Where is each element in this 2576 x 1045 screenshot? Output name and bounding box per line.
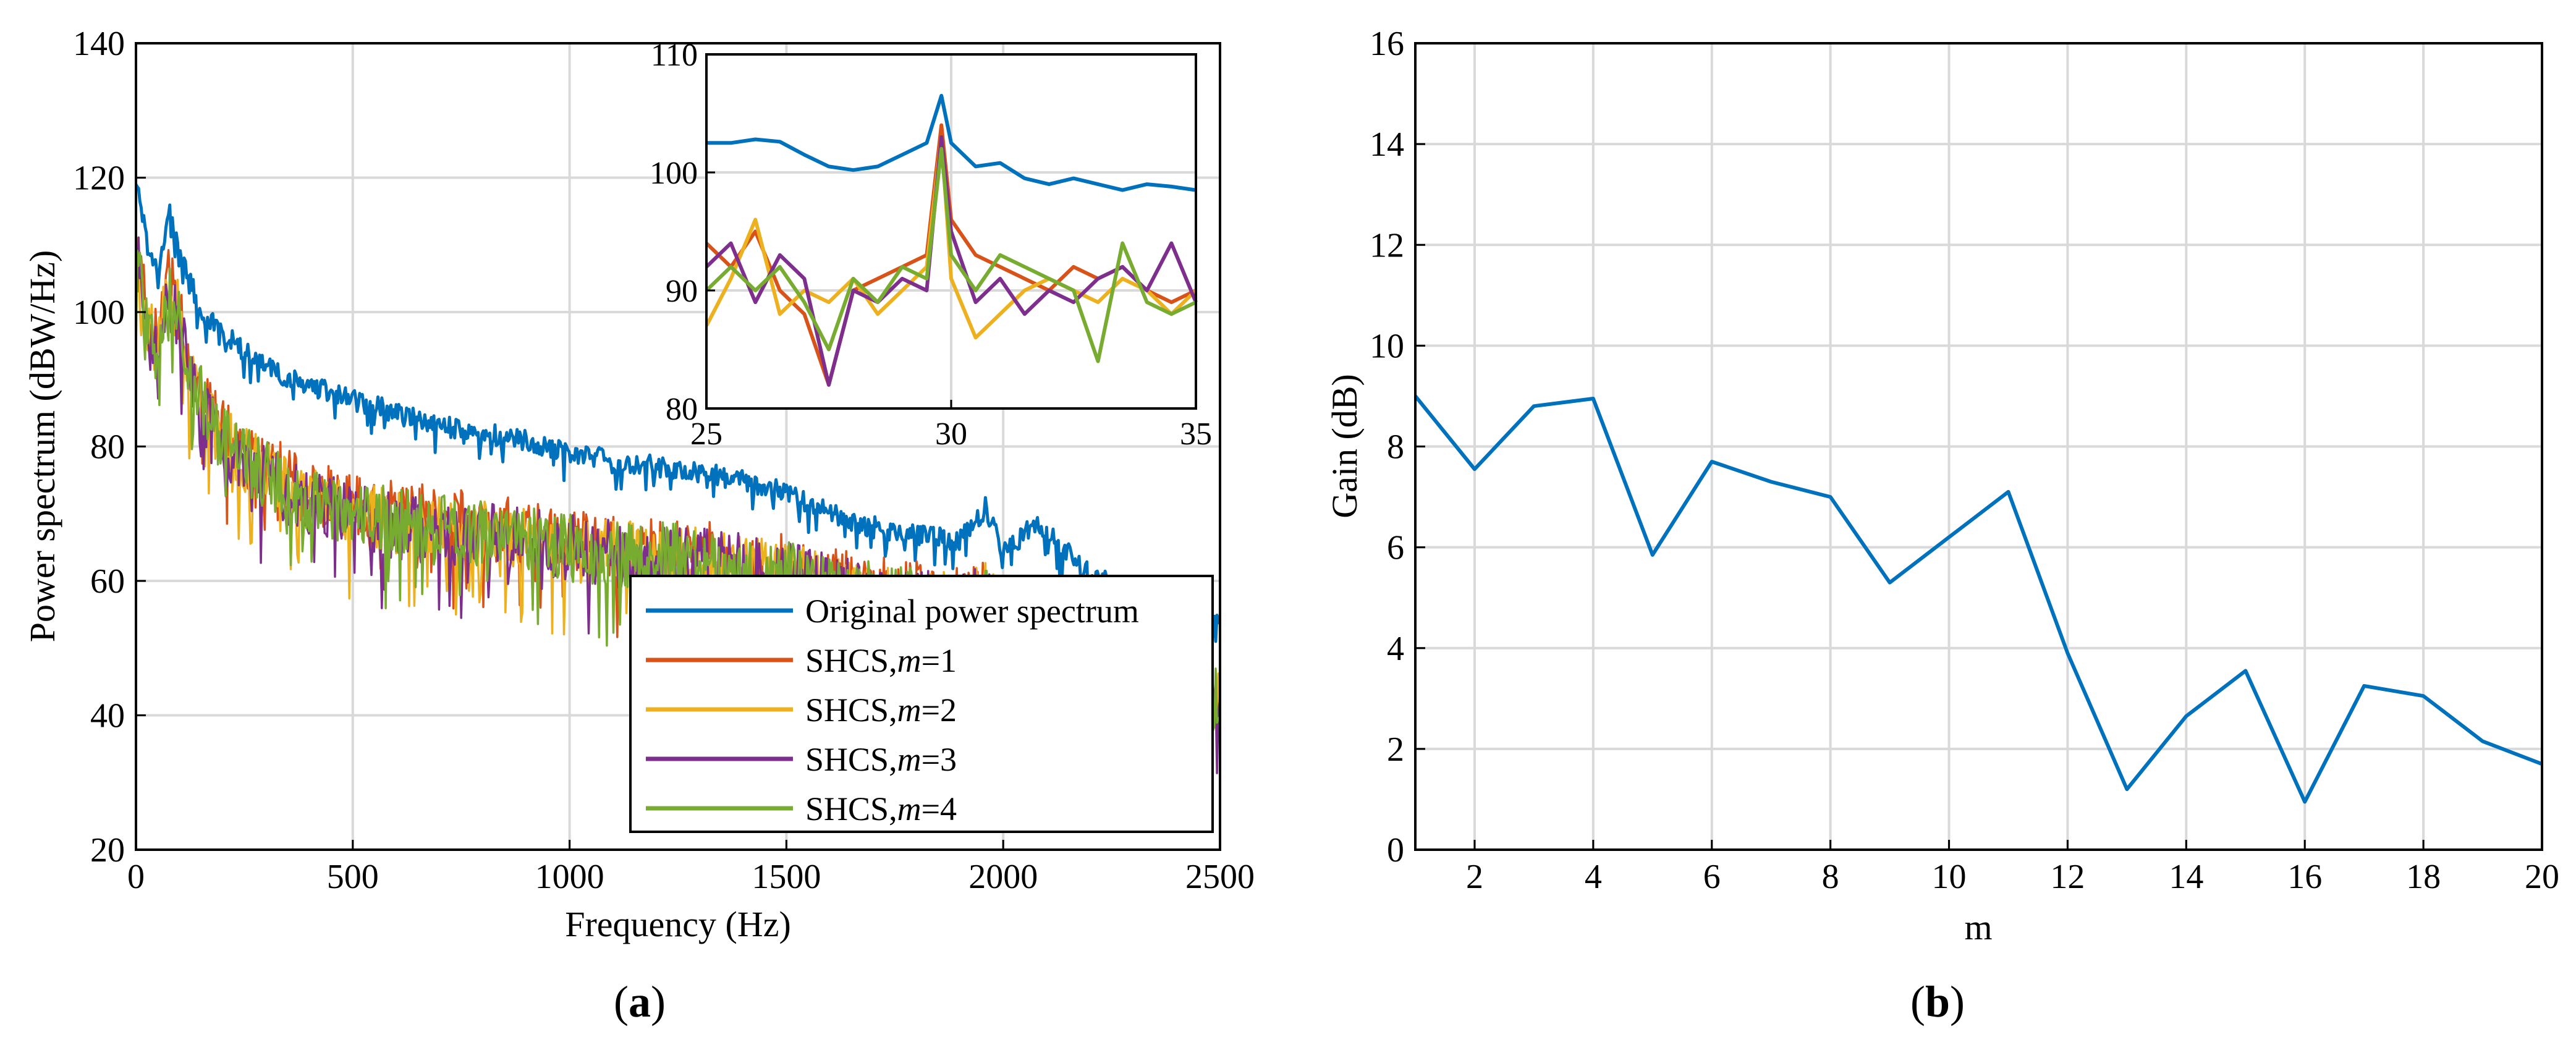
panel-a-legend-items: Original power spectrum SHCS,m=1 SHCS,m=2 S… — [646, 593, 1139, 827]
panel-a-y-tick-label: 120 — [73, 159, 125, 198]
panel-b-x-label: m — [1964, 907, 1992, 947]
panel-b-y-tick-label: 8 — [1387, 428, 1404, 467]
panel-a-y-tick-label: 20 — [90, 831, 125, 869]
panel-a-series-line — [134, 184, 1221, 645]
panel-b-x-tick-label: 14 — [2169, 858, 2203, 896]
panel-a-legend-label: SHCS,m=2 — [805, 692, 957, 729]
panel-a-y-tick-label: 40 — [90, 697, 125, 735]
panel-a: 0 500 1000 1500 2000 2500 20 40 60 80 100 120 140 F… — [22, 25, 1255, 1026]
panel-b-y-tick-label: 2 — [1387, 730, 1404, 769]
panel-a-inset-y-ticks: 80 90 100 110 — [650, 38, 715, 427]
panel-a-legend: Original power spectrum SHCS,m=1 SHCS,m=2 S… — [629, 575, 1214, 833]
panel-a-x-tick-label: 1000 — [535, 858, 604, 896]
panel-a-y-tick-label: 140 — [73, 25, 125, 63]
panel-a-x-tick-label: 2000 — [968, 858, 1038, 896]
panel-a-legend-label: SHCS,m=3 — [805, 741, 957, 778]
panel-a-inset: 25 30 35 80 90 100 110 — [650, 38, 1212, 452]
panel-a-legend-box — [629, 575, 1214, 833]
panel-a-legend-label: Original power spectrum — [805, 593, 1139, 630]
panel-a-legend-label: SHCS,m=1 — [805, 642, 957, 679]
panel-b-x-tick-label: 20 — [2525, 858, 2559, 896]
panel-a-x-tick-label: 0 — [127, 858, 145, 896]
panel-a-x-ticks: 0 500 1000 1500 2000 2500 — [127, 840, 1255, 896]
panel-a-x-tick-label: 500 — [327, 858, 379, 896]
panel-b-grid — [1415, 42, 2543, 851]
panel-a-inset-series-line — [705, 146, 1197, 363]
panel-a-y-tick-label: 100 — [73, 294, 125, 332]
panel-b-series — [1413, 395, 2543, 804]
panel-b-y-tick-label: 4 — [1387, 630, 1404, 668]
panel-a-inset-y-tick-label: 100 — [650, 156, 698, 191]
panel-a-x-label: Frequency (Hz) — [565, 904, 791, 944]
panel-a-inset-series — [705, 93, 1198, 387]
panel-a-x-tick-label: 2500 — [1185, 858, 1255, 896]
panel-a-inset-x-ticks: 25 30 35 — [690, 400, 1212, 452]
panel-a-legend-label: SHCS,m=4 — [805, 790, 957, 827]
panel-a-x-tick-label: 1500 — [752, 858, 821, 896]
panel-a-y-tick-label: 60 — [90, 562, 125, 601]
panel-b-x-tick-label: 18 — [2406, 858, 2441, 896]
panel-a-inset-x-tick-label: 30 — [935, 417, 967, 452]
panel-b-x-tick-label: 8 — [1822, 858, 1839, 896]
panel-a-inset-y-tick-label: 110 — [651, 38, 698, 73]
panel-a-inset-y-tick-label: 80 — [666, 392, 698, 427]
panel-b-x-tick-label: 6 — [1703, 858, 1721, 896]
panel-a-inset-y-tick-label: 90 — [666, 274, 698, 309]
panel-b-x-tick-label: 4 — [1585, 858, 1602, 896]
panel-b-x-tick-label: 2 — [1466, 858, 1483, 896]
panel-a-inset-series-line — [706, 93, 1197, 192]
panel-b: 2 4 6 8 10 12 14 16 18 20 0 2 4 6 8 10 12 14 16 m Gain (d… — [1324, 25, 2559, 1026]
panel-b-y-ticks: 0 2 4 6 8 10 12 14 16 — [1370, 25, 1425, 869]
panel-a-inset-x-tick-label: 25 — [690, 417, 722, 452]
panel-b-x-tick-label: 10 — [1932, 858, 1967, 896]
panel-b-y-tick-label: 14 — [1370, 125, 1404, 164]
panel-b-x-tick-label: 16 — [2287, 858, 2322, 896]
panel-b-y-label: Gain (dB) — [1324, 374, 1365, 518]
panel-b-x-ticks: 2 4 6 8 10 12 14 16 18 20 — [1466, 840, 2559, 896]
panel-b-label: (b) — [1910, 977, 1965, 1026]
panel-b-y-tick-label: 10 — [1370, 327, 1404, 365]
panel-a-inset-x-tick-label: 35 — [1180, 417, 1212, 452]
panel-b-x-tick-label: 12 — [2050, 858, 2085, 896]
panel-a-y-tick-label: 80 — [90, 428, 125, 467]
panel-b-series-line — [1413, 395, 2543, 804]
panel-a-label: (a) — [614, 977, 666, 1026]
panel-b-y-tick-label: 0 — [1387, 831, 1404, 869]
panel-b-y-tick-label: 12 — [1370, 226, 1404, 264]
panel-b-y-tick-label: 6 — [1387, 529, 1404, 567]
panel-a-y-label: Power spectrum (dBW/Hz) — [22, 250, 62, 643]
panel-b-y-tick-label: 16 — [1370, 25, 1404, 63]
panel-a-y-ticks: 20 40 60 80 100 120 140 — [73, 25, 146, 869]
